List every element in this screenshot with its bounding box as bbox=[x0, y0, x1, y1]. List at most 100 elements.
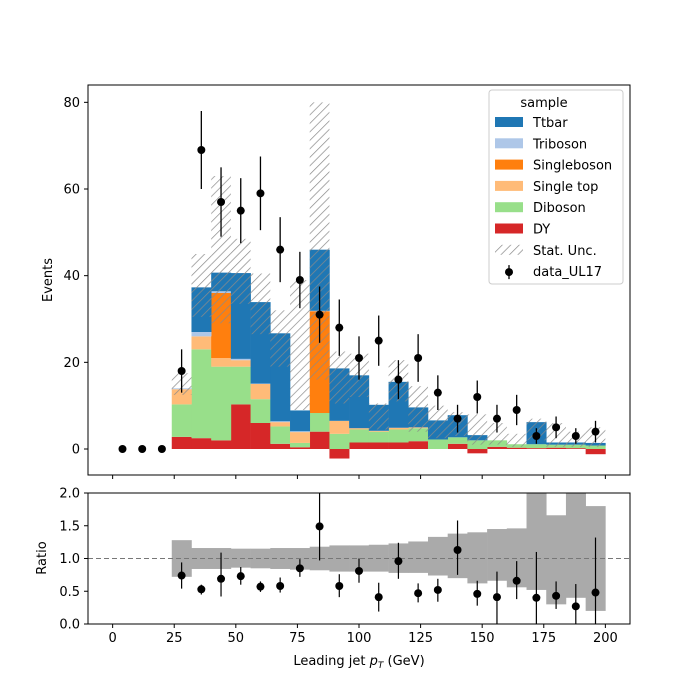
bar-segment bbox=[250, 399, 271, 423]
bar-segment bbox=[270, 422, 291, 427]
legend-item: Triboson bbox=[495, 137, 587, 152]
stat-unc-bin bbox=[270, 310, 291, 367]
bar-segment bbox=[270, 426, 291, 444]
x-tick-label: 0 bbox=[108, 631, 116, 646]
ratio-unc-bin bbox=[408, 541, 429, 573]
bar-segment bbox=[309, 413, 330, 432]
bar-segment bbox=[230, 358, 251, 361]
bar-segment bbox=[270, 443, 291, 449]
bar-segment bbox=[388, 429, 409, 443]
y-tick-label: 40 bbox=[63, 269, 80, 284]
legend-label: Stat. Unc. bbox=[533, 244, 597, 259]
bar-segment bbox=[388, 427, 409, 430]
legend-swatch bbox=[495, 138, 523, 149]
y-tick-label: 0.0 bbox=[59, 618, 80, 633]
legend-label: Singleboson bbox=[533, 159, 612, 174]
ratio-point bbox=[591, 588, 600, 597]
bar-segment bbox=[171, 404, 192, 437]
y-tick-label: 1.5 bbox=[59, 519, 80, 534]
data-point bbox=[157, 445, 166, 453]
bar-segment bbox=[211, 358, 232, 367]
legend-item: Ttbar bbox=[495, 116, 568, 131]
bar-segment bbox=[171, 436, 192, 449]
legend-swatch bbox=[495, 117, 523, 127]
y-tick-label: 0.5 bbox=[59, 585, 80, 600]
bar-segment bbox=[546, 447, 567, 449]
legend-item: Singleboson bbox=[495, 159, 612, 174]
data-point bbox=[276, 245, 285, 254]
y-tick-label: 20 bbox=[63, 356, 80, 371]
bar-segment bbox=[565, 448, 586, 449]
legend-swatch bbox=[495, 202, 523, 213]
data-point bbox=[197, 146, 206, 154]
bar-segment bbox=[467, 449, 488, 454]
x-tick-label: 125 bbox=[408, 631, 433, 646]
bar-segment bbox=[349, 442, 370, 449]
bar-segment bbox=[526, 448, 547, 449]
data-point bbox=[512, 406, 521, 414]
bar-segment bbox=[467, 440, 488, 449]
stat-unc-bin bbox=[467, 414, 488, 445]
legend-item: Single top bbox=[495, 180, 598, 195]
bar-segment bbox=[290, 447, 311, 449]
bar-segment bbox=[585, 449, 606, 455]
main-x-axis-ticks bbox=[112, 475, 606, 479]
bar-segment bbox=[427, 439, 448, 449]
x-tick-label: 175 bbox=[531, 631, 556, 646]
ratio-unc-bin bbox=[487, 529, 508, 581]
ratio-y-axis: 0.0 0.5 1.0 1.5 2.0 bbox=[59, 487, 88, 633]
data-point bbox=[571, 432, 580, 440]
bar-segment bbox=[487, 446, 508, 449]
legend: sample Ttbar Triboson Singleboson Single top… bbox=[488, 89, 624, 285]
bar-segment bbox=[191, 438, 212, 449]
bar-segment bbox=[408, 441, 429, 449]
bar-segment bbox=[447, 437, 468, 444]
main-y-axis: 0 20 40 60 80 bbox=[63, 96, 88, 458]
data-points bbox=[118, 111, 600, 453]
data-point bbox=[374, 336, 383, 345]
x-tick-label: 100 bbox=[347, 631, 372, 646]
ratio-point bbox=[453, 545, 462, 554]
legend-swatch bbox=[495, 244, 523, 255]
y-tick-label: 80 bbox=[63, 96, 80, 111]
ratio-unc-band bbox=[171, 493, 606, 611]
main-y-axis-label: Events bbox=[41, 258, 56, 302]
data-point bbox=[177, 367, 186, 375]
ratio-point bbox=[335, 582, 344, 591]
ratio-point bbox=[315, 522, 324, 531]
legend-label: Single top bbox=[533, 180, 598, 195]
data-point bbox=[256, 189, 265, 198]
data-point bbox=[138, 445, 147, 453]
ratio-point bbox=[197, 585, 206, 594]
legend-label: Triboson bbox=[532, 137, 587, 152]
ratio-points bbox=[177, 493, 600, 624]
bar-segment bbox=[290, 431, 311, 433]
ratio-unc-bin bbox=[467, 532, 488, 584]
stat-unc-band bbox=[171, 102, 606, 447]
data-point bbox=[414, 354, 423, 362]
stat-unc-bin bbox=[250, 273, 271, 335]
legend-item: data_UL17 bbox=[505, 265, 602, 280]
data-point bbox=[532, 432, 541, 440]
stat-unc-bin bbox=[408, 386, 428, 432]
legend-title: sample bbox=[520, 96, 567, 111]
bar-segment bbox=[329, 433, 350, 449]
legend-item: Diboson bbox=[495, 201, 586, 216]
legend-swatch bbox=[495, 223, 523, 234]
ratio-unc-bin bbox=[546, 515, 567, 605]
x-tick-label: 200 bbox=[593, 631, 618, 646]
bar-segment bbox=[290, 410, 311, 432]
bar-segment bbox=[290, 442, 311, 448]
bar-segment bbox=[270, 421, 291, 423]
data-point bbox=[335, 323, 344, 332]
bar-segment bbox=[329, 449, 350, 459]
legend-swatch bbox=[495, 180, 523, 191]
main-plot-panel: 0 20 40 60 80 Events bbox=[41, 84, 631, 479]
bar-segment bbox=[585, 445, 606, 449]
bar-segment bbox=[191, 349, 212, 439]
legend-swatch bbox=[495, 159, 523, 170]
ratio-point bbox=[473, 589, 482, 598]
ratio-point bbox=[394, 557, 403, 566]
bar-segment bbox=[349, 429, 370, 443]
